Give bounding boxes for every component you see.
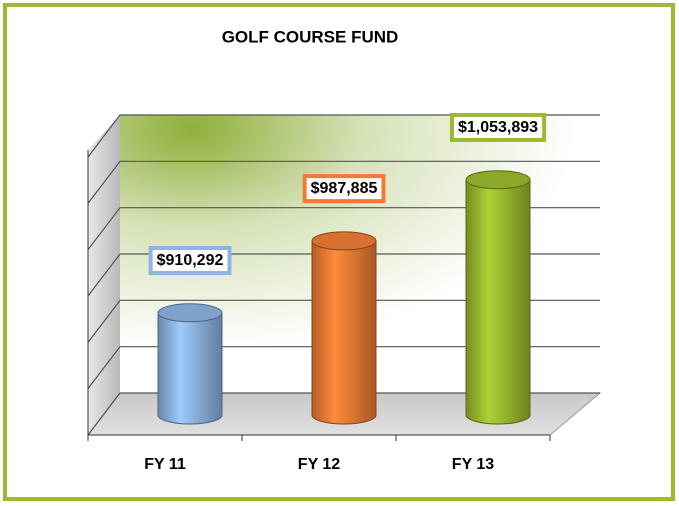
grid-line — [87, 346, 600, 390]
grid-line — [87, 207, 600, 251]
chart-title: GOLF COURSE FUND — [222, 27, 399, 46]
value-label-box — [148, 246, 232, 276]
bar-top — [311, 231, 377, 251]
bar — [465, 179, 531, 425]
grid-line — [87, 160, 600, 204]
x-tick-label: FY 12 — [298, 456, 341, 473]
frame — [3, 3, 675, 501]
value-label-box — [302, 174, 386, 204]
value-label-box — [449, 112, 547, 142]
bar-top — [157, 303, 223, 323]
value-label: $910,292 — [157, 252, 224, 269]
bar-top — [465, 170, 531, 190]
grid-line — [87, 392, 600, 436]
value-label: $987,885 — [311, 180, 378, 197]
grid-line — [87, 299, 600, 343]
grid-line — [87, 114, 600, 158]
bar — [157, 312, 223, 425]
x-tick-label: FY 11 — [144, 456, 186, 473]
grid-line — [87, 253, 600, 297]
value-label: $1,053,893 — [458, 119, 538, 136]
bar — [311, 240, 377, 425]
x-tick-label: FY 13 — [452, 456, 495, 473]
